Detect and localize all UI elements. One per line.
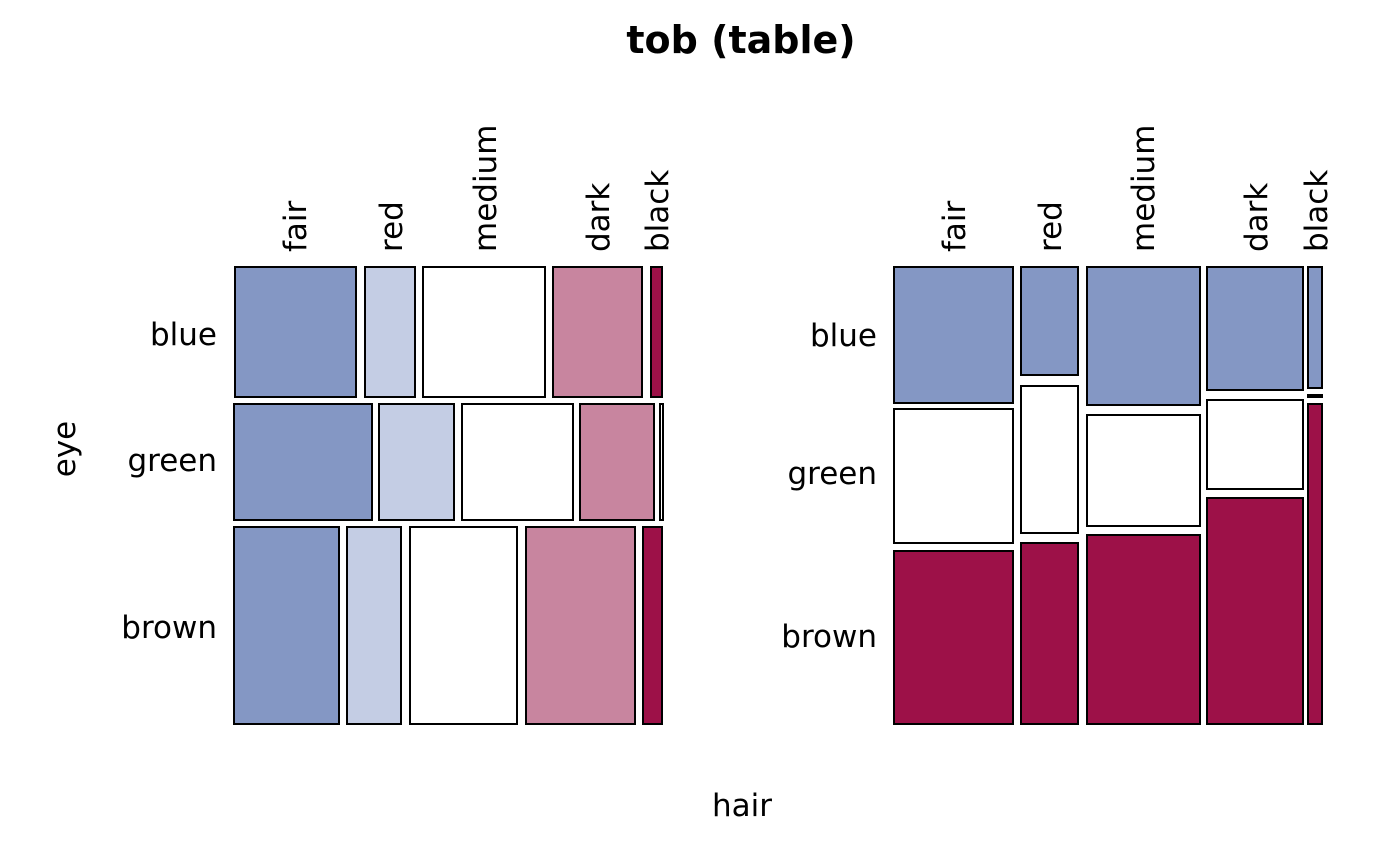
mosaic-cell-left-brown-dark: [525, 526, 636, 725]
col-label-left-black: black: [640, 170, 676, 252]
mosaic-cell-left-brown-black: [642, 526, 663, 725]
chart-title: tob (table): [626, 18, 855, 62]
mosaic-cell-right-green-black: [1307, 394, 1323, 398]
mosaic-cell-right-green-dark: [1206, 399, 1304, 490]
col-label-left-fair: fair: [278, 200, 314, 252]
mosaic-cell-right-blue-dark: [1206, 266, 1304, 391]
mosaic-cell-left-green-dark: [579, 403, 655, 521]
mosaic-cell-right-blue-red: [1020, 266, 1079, 376]
mosaic-cell-right-blue-black: [1307, 266, 1323, 389]
mosaic-cell-right-green-fair: [893, 408, 1014, 544]
mosaic-cell-left-blue-dark: [552, 266, 643, 398]
col-label-right-black: black: [1299, 170, 1335, 252]
mosaic-cell-left-green-black: [659, 403, 664, 521]
mosaic-cell-right-green-medium: [1086, 414, 1201, 527]
mosaic-cell-right-brown-medium: [1086, 534, 1201, 725]
mosaic-cell-left-brown-red: [346, 526, 402, 725]
col-label-right-fair: fair: [937, 200, 973, 252]
mosaic-cell-left-blue-medium: [422, 266, 546, 398]
mosaic-cell-right-brown-dark: [1206, 497, 1304, 725]
col-label-left-medium: medium: [468, 125, 504, 252]
mosaic-cell-right-brown-red: [1020, 542, 1079, 725]
mosaic-cells-layer: [233, 266, 1323, 725]
mosaic-cell-left-green-medium: [461, 403, 574, 521]
row-label-left-blue: blue: [150, 317, 217, 353]
row-label-right-green: green: [787, 456, 877, 492]
mosaic-cell-right-brown-fair: [893, 550, 1014, 725]
row-label-left-green: green: [127, 443, 217, 479]
col-label-left-dark: dark: [581, 183, 617, 252]
row-label-right-blue: blue: [810, 318, 877, 354]
row-label-left-brown: brown: [121, 610, 217, 646]
mosaic-cell-left-green-red: [378, 403, 455, 521]
mosaic-cell-left-blue-black: [650, 266, 663, 398]
mosaic-cell-left-blue-fair: [234, 266, 357, 398]
x-axis-label: hair: [712, 788, 772, 824]
mosaic-cell-right-brown-black: [1307, 403, 1323, 725]
col-label-left-red: red: [374, 201, 410, 252]
y-axis-label: eye: [47, 421, 83, 478]
mosaic-cell-left-blue-red: [364, 266, 416, 398]
mosaic-cell-left-brown-fair: [233, 526, 340, 725]
mosaic-cell-right-blue-fair: [893, 266, 1014, 404]
mosaic-cell-right-blue-medium: [1086, 266, 1201, 406]
mosaic-cell-left-brown-medium: [409, 526, 518, 725]
col-label-right-medium: medium: [1126, 125, 1162, 252]
col-label-right-red: red: [1033, 201, 1069, 252]
mosaic-category-labels-layer: blue green brown fair red medium dark black blue…: [121, 125, 1335, 655]
mosaic-cell-left-green-fair: [233, 403, 373, 521]
row-label-right-brown: brown: [781, 619, 877, 655]
col-label-right-dark: dark: [1239, 183, 1275, 252]
mosaic-cell-right-green-red: [1020, 385, 1079, 534]
